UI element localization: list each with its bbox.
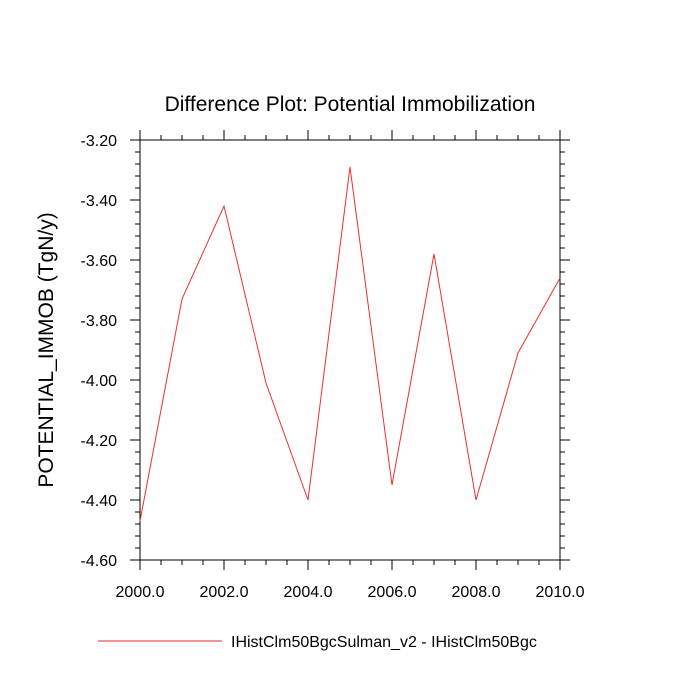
y-tick-label: -4.20: [81, 433, 118, 450]
x-tick-label: 2010.0: [536, 584, 585, 601]
series-group: [139, 166, 561, 522]
y-tick-label: -3.80: [81, 313, 118, 330]
legend: IHistClm50BgcSulman_v2 - IHistClm50Bgc: [98, 634, 537, 651]
chart-title: Difference Plot: Potential Immobilizatio…: [165, 93, 536, 116]
y-tick-label: -3.20: [81, 133, 118, 150]
x-tick-label: 2006.0: [368, 584, 417, 601]
legend-label: IHistClm50BgcSulman_v2 - IHistClm50Bgc: [231, 634, 537, 651]
x-tick-label: 2008.0: [452, 584, 501, 601]
y-tick-label: -3.40: [81, 193, 118, 210]
minor-ticks: [135, 135, 565, 565]
x-tick-label: 2002.0: [200, 584, 249, 601]
y-axis-label: POTENTIAL_IMMOB (TgN/y): [35, 212, 58, 487]
y-tick-labels: -3.20 -3.40 -3.60 -3.80 -4.00 -4.20 -4.40 -4.60: [81, 133, 118, 570]
x-tick-labels: 2000.0 2002.0 2004.0 2006.0 2008.0 2010.0: [116, 584, 585, 601]
series-line: [139, 166, 561, 522]
y-tick-label: -4.60: [81, 553, 118, 570]
y-tick-label: -3.60: [81, 253, 118, 270]
plot-frame: [139, 139, 561, 561]
x-tick-label: 2004.0: [284, 584, 333, 601]
y-tick-label: -4.40: [81, 493, 118, 510]
x-tick-label: 2000.0: [116, 584, 165, 601]
y-tick-label: -4.00: [81, 373, 118, 390]
major-ticks: [130, 130, 570, 570]
